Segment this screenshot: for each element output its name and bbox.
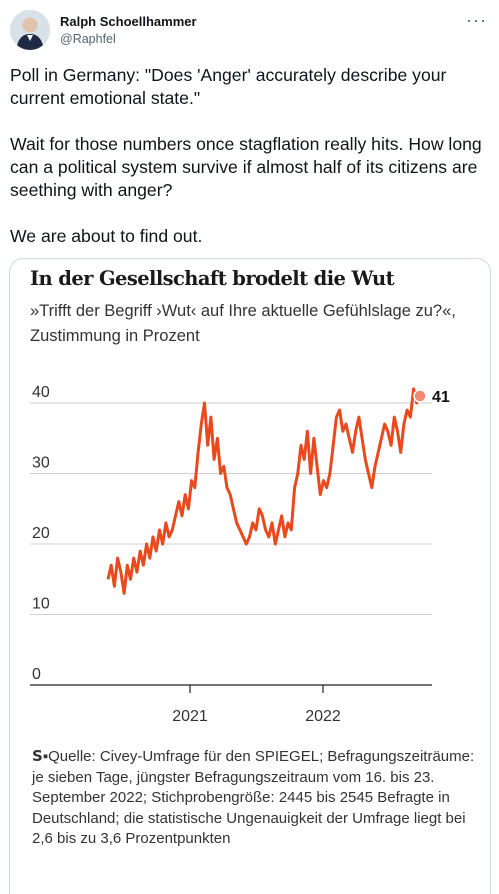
y-tick-label: 40 [32,384,50,401]
author-handle[interactable]: @Raphfel [60,32,116,46]
author-name[interactable]: Ralph Schoellhammer [60,14,197,29]
x-tick-label: 2021 [172,708,208,725]
x-tick-label: 2022 [305,708,341,725]
y-tick-label: 0 [32,666,41,683]
tweet-text: Poll in Germany: "Does 'Anger' accuratel… [10,65,482,246]
line-chart: 40 30 20 10 0 41 2021 2022 [30,384,450,725]
tweet-header: Ralph Schoellhammer @Raphfel ··· [10,10,489,54]
chart-title: In der Gesellschaft brodelt die Wut [30,267,395,290]
tweet-media-image[interactable]: In der Gesellschaft brodelt die Wut »Tri… [9,258,491,894]
source-text: ▪Quelle: Civey-Umfrage für den SPIEGEL; … [32,748,475,847]
series-line [106,387,422,595]
y-tick-label: 30 [32,455,50,472]
more-options-icon[interactable]: ··· [466,10,487,30]
end-value-label: 41 [432,389,450,406]
avatar[interactable] [10,10,50,50]
avatar-image [10,10,50,50]
source-note: S▪Quelle: Civey-Umfrage für den SPIEGEL;… [32,746,482,850]
end-point-marker [413,389,427,403]
y-tick-label: 10 [32,596,50,613]
spiegel-logo: S [32,747,43,765]
y-tick-label: 20 [32,525,50,542]
chart-subtitle: »Trifft der Begriff ›Wut‹ auf Ihre aktue… [30,302,456,345]
